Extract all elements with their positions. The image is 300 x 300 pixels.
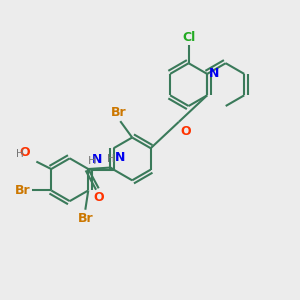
Text: H: H bbox=[88, 156, 96, 166]
Text: Br: Br bbox=[77, 212, 93, 225]
Text: Br: Br bbox=[15, 184, 30, 197]
Text: N: N bbox=[209, 68, 220, 80]
Text: N: N bbox=[115, 151, 126, 164]
Text: Cl: Cl bbox=[182, 31, 195, 44]
Text: H: H bbox=[107, 154, 114, 164]
Text: O: O bbox=[93, 191, 104, 204]
Text: O: O bbox=[19, 146, 30, 159]
Text: H: H bbox=[16, 148, 23, 159]
Text: Br: Br bbox=[111, 106, 127, 119]
Text: N: N bbox=[92, 153, 102, 166]
Text: O: O bbox=[180, 125, 191, 138]
